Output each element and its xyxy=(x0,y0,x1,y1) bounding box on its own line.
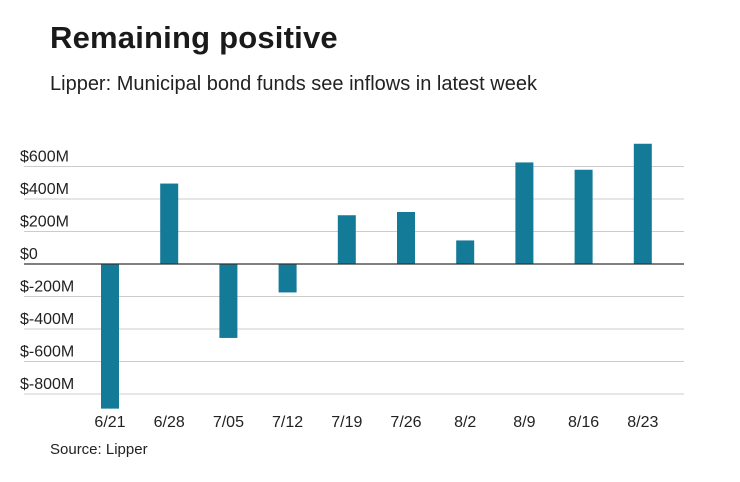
y-tick-label: $-600M xyxy=(20,344,74,361)
y-tick-label: $-400M xyxy=(20,311,74,328)
bars xyxy=(101,143,652,409)
bar-8-16 xyxy=(574,169,593,264)
chart-subtitle: Lipper: Municipal bond funds see inflows… xyxy=(50,73,537,95)
bar-8-9 xyxy=(515,162,534,264)
gridlines xyxy=(24,166,684,395)
y-tick-label: $0 xyxy=(20,246,38,263)
y-tick-label: $400M xyxy=(20,181,69,198)
x-tick-label: 7/19 xyxy=(331,414,362,431)
x-tick-label: 6/28 xyxy=(154,414,185,431)
y-tick-label: $600M xyxy=(20,149,69,166)
x-tick-label: 8/9 xyxy=(513,414,535,431)
bar-8-2 xyxy=(456,240,475,264)
chart-title: Remaining positive xyxy=(50,20,338,55)
y-tick-label: $-200M xyxy=(20,279,74,296)
x-tick-label: 7/12 xyxy=(272,414,303,431)
bar-7-12 xyxy=(278,264,297,293)
bar-7-05 xyxy=(219,264,238,338)
bar-7-19 xyxy=(337,215,356,264)
x-tick-label: 8/23 xyxy=(627,414,658,431)
x-tick-label: 6/21 xyxy=(94,414,125,431)
y-tick-label: $-800M xyxy=(20,376,74,393)
bar-6-28 xyxy=(160,183,179,264)
x-axis-tick-labels: 6/21 6/28 7/05 7/12 7/19 7/26 8/2 8/9 8/16 8/23 xyxy=(94,414,658,431)
x-tick-label: 7/05 xyxy=(213,414,244,431)
x-tick-label: 7/26 xyxy=(390,414,421,431)
y-axis-tick-labels: $600M $400M $200M $0 $-200M $-400M $-600M $-800… xyxy=(20,149,74,394)
source-note: Source: Lipper xyxy=(50,441,148,458)
y-tick-label: $200M xyxy=(20,214,69,231)
x-tick-label: 8/16 xyxy=(568,414,599,431)
bar-8-23 xyxy=(633,143,652,264)
bar-6-21 xyxy=(101,264,119,409)
bar-7-26 xyxy=(397,212,415,264)
x-tick-label: 8/2 xyxy=(454,414,476,431)
